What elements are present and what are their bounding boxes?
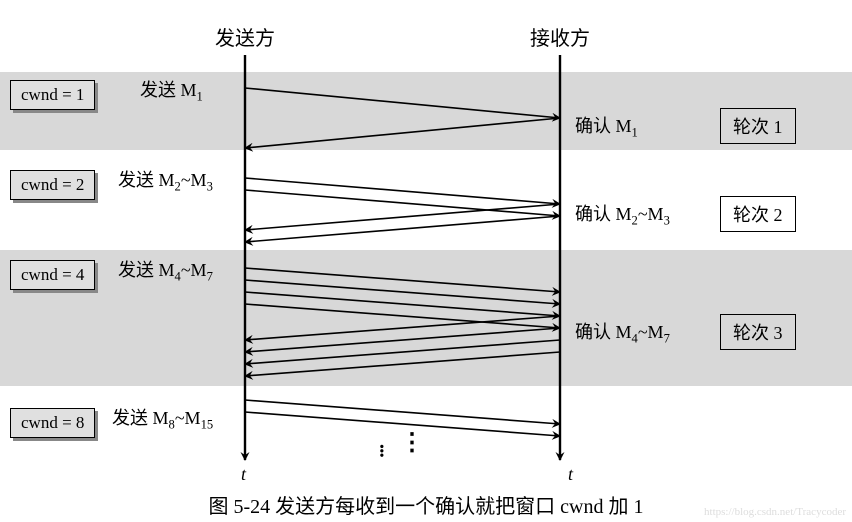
ellipsis-dots: • • • bbox=[372, 444, 388, 456]
sender-t-label: t bbox=[241, 464, 246, 485]
round-box-1: 轮次 1 bbox=[720, 108, 796, 144]
send-label-0: 发送 M1 bbox=[140, 76, 203, 105]
cwnd-box-2: cwnd = 4 bbox=[10, 260, 95, 290]
watermark: https://blog.csdn.net/Tracycoder bbox=[704, 506, 846, 518]
round-box-2: 轮次 2 bbox=[720, 196, 796, 232]
ack-label-1: 确认 M2~M3 bbox=[575, 200, 670, 229]
round-box-3: 轮次 3 bbox=[720, 314, 796, 350]
continuation-dots: ⋮ bbox=[400, 440, 424, 446]
send-label-2: 发送 M4~M7 bbox=[118, 256, 213, 285]
receiver-header: 接收方 bbox=[530, 22, 590, 51]
cwnd-box-1: cwnd = 2 bbox=[10, 170, 95, 200]
cwnd-box-0: cwnd = 1 bbox=[10, 80, 95, 110]
send-label-1: 发送 M2~M3 bbox=[118, 166, 213, 195]
cwnd-box-3: cwnd = 8 bbox=[10, 408, 95, 438]
send-arrow-2 bbox=[245, 178, 560, 204]
receiver-t-label: t bbox=[568, 464, 573, 485]
ack-label-0: 确认 M1 bbox=[575, 112, 638, 141]
ack-arrow-4 bbox=[245, 204, 560, 230]
send-label-3: 发送 M8~M15 bbox=[112, 404, 213, 433]
ack-arrow-5 bbox=[245, 216, 560, 242]
send-arrow-3 bbox=[245, 190, 560, 216]
send-arrow-14 bbox=[245, 400, 560, 424]
ack-label-2: 确认 M4~M7 bbox=[575, 318, 670, 347]
sender-header: 发送方 bbox=[215, 22, 275, 51]
